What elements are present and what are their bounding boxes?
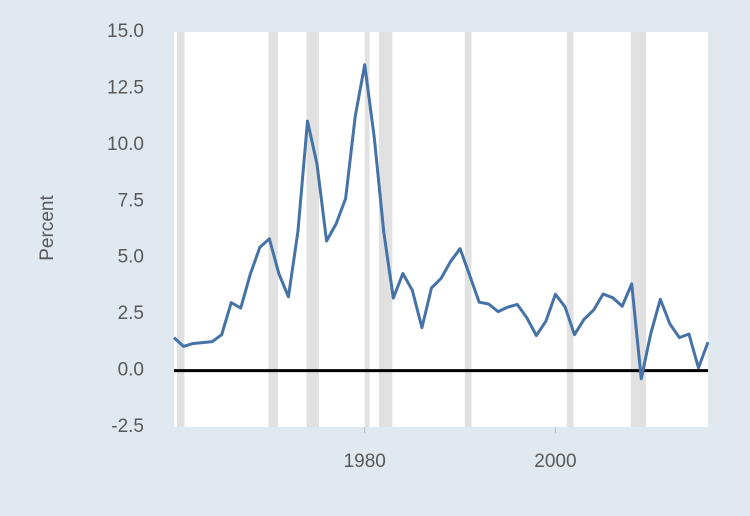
recession-band	[566, 32, 574, 427]
y-tick-label: 0.0	[118, 360, 144, 381]
plot-area	[174, 32, 708, 427]
recession-band	[630, 32, 647, 427]
y-tick-label: 2.5	[118, 303, 144, 324]
y-tick-label: 7.5	[118, 190, 144, 211]
y-axis-label: Percent	[37, 195, 58, 261]
y-tick-label: 12.5	[107, 77, 144, 98]
recession-band	[306, 32, 319, 427]
y-tick-label: -2.5	[111, 416, 144, 437]
recession-band	[364, 32, 370, 427]
y-tick-label: 15.0	[107, 21, 144, 42]
recession-band	[379, 32, 393, 427]
recession-band	[268, 32, 278, 427]
y-tick-label: 10.0	[107, 134, 144, 155]
x-tick-label: 2000	[534, 451, 576, 472]
x-tick-label: 1980	[344, 451, 386, 472]
data-line	[172, 63, 710, 381]
recession-band	[176, 32, 185, 427]
recession-band	[464, 32, 472, 427]
y-tick-label: 5.0	[118, 247, 144, 268]
